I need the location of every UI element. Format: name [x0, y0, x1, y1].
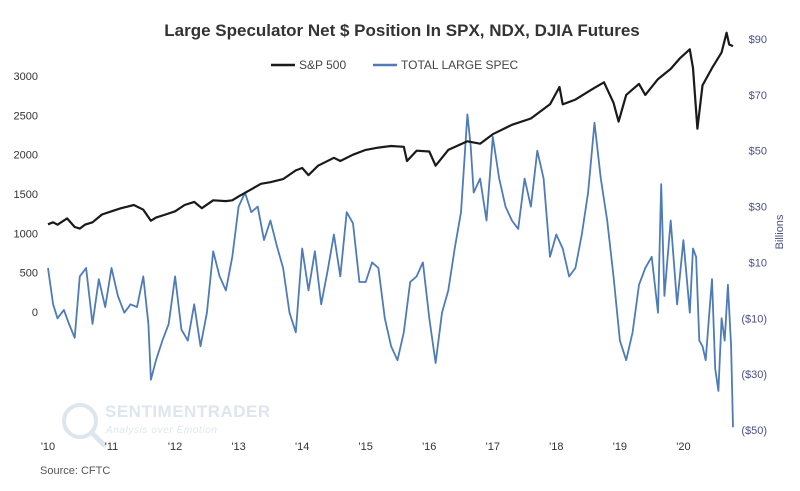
x-tick-label: '19 — [613, 441, 627, 453]
left-axis: 0 500 1000 1500 2000 2500 3000 — [14, 71, 38, 319]
left-tick-label: 500 — [20, 268, 38, 280]
right-tick-label: $70 — [749, 90, 767, 102]
source-note: Source: CFTC — [40, 465, 110, 477]
right-tick-label: ($30) — [741, 369, 767, 381]
x-tick-label: '12 — [168, 441, 182, 453]
left-tick-label: 1000 — [14, 228, 38, 240]
series-line-total-large-spec — [47, 113, 734, 428]
chart-title: Large Speculator Net $ Position In SPX, … — [164, 21, 639, 40]
x-tick-label: '20 — [676, 441, 690, 453]
left-tick-label: 2000 — [14, 150, 38, 162]
x-axis: '10 '11 '12 '13 '14 '15 '16 '17 '18 '19 '20 — [41, 441, 691, 453]
right-tick-label: $10 — [749, 257, 767, 269]
watermark: SENTIMENTRADER Analysis over Emotion — [62, 402, 271, 448]
series-line-sp500 — [47, 31, 734, 230]
right-axis: ($50) ($30) ($10) $10 $30 $50 $70 $90 — [741, 34, 767, 437]
x-tick-label: '18 — [549, 441, 563, 453]
right-tick-label: ($10) — [741, 313, 767, 325]
right-tick-label: $30 — [749, 202, 767, 214]
x-tick-label: '11 — [105, 441, 119, 453]
right-tick-label: $90 — [749, 34, 767, 46]
x-tick-label: '17 — [486, 441, 500, 453]
legend: S&P 500 TOTAL LARGE SPEC — [271, 58, 518, 72]
watermark-brand: SENTIMENTRADER — [105, 402, 271, 421]
left-tick-label: 0 — [32, 307, 38, 319]
watermark-tagline: Analysis over Emotion — [105, 425, 218, 436]
plot-area — [47, 31, 734, 428]
x-tick-label: '14 — [295, 441, 309, 453]
left-tick-label: 1500 — [14, 189, 38, 201]
watermark-logo-icon — [62, 403, 98, 439]
x-tick-label: '13 — [231, 441, 245, 453]
left-tick-label: 2500 — [14, 110, 38, 122]
x-tick-label: '15 — [359, 441, 373, 453]
legend-sp500-label: S&P 500 — [299, 58, 346, 72]
right-tick-label: ($50) — [741, 425, 767, 437]
watermark-logo-handle — [89, 430, 107, 448]
right-tick-label: $50 — [749, 146, 767, 158]
right-axis-label: Billions — [774, 214, 786, 249]
x-tick-label: '10 — [41, 441, 55, 453]
left-tick-label: 3000 — [14, 71, 38, 83]
legend-spec-label: TOTAL LARGE SPEC — [401, 58, 518, 72]
x-tick-label: '16 — [422, 441, 436, 453]
